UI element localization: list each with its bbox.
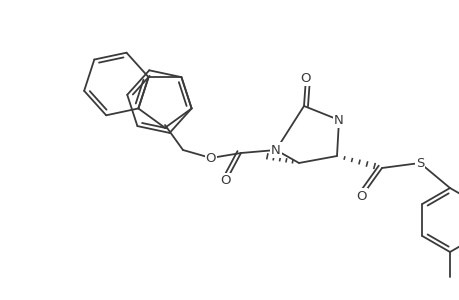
Text: S: S: [415, 157, 423, 169]
Text: O: O: [205, 152, 216, 164]
Text: O: O: [220, 175, 231, 188]
Text: O: O: [300, 71, 311, 85]
Text: N: N: [270, 143, 280, 157]
Text: N: N: [333, 113, 343, 127]
Text: O: O: [356, 190, 366, 202]
